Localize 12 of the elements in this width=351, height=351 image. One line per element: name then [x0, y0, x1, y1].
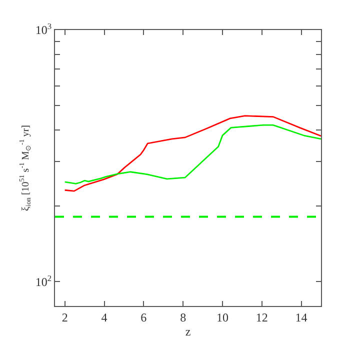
- x-tick-label: 12: [256, 310, 268, 324]
- line-series: [64, 115, 321, 192]
- y-tick-label: 10$^{2}$: [35, 274, 52, 289]
- x-tick-label: 8: [180, 310, 186, 324]
- x-tick-label: 6: [140, 310, 147, 324]
- x-tick-label: 4: [101, 310, 108, 324]
- line-series: [64, 124, 321, 184]
- x-tick-label: 10: [216, 310, 228, 324]
- x-tick-label: 14: [295, 310, 308, 324]
- x-tick-label: 2: [62, 310, 68, 324]
- x-axis-title: z: [185, 324, 191, 338]
- y-tick-label: 10$^{3}$: [35, 22, 52, 38]
